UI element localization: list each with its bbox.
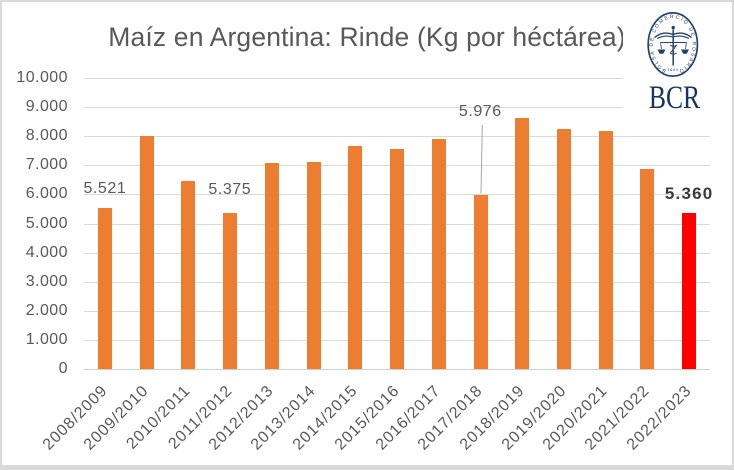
svg-text:BCR: BCR	[649, 80, 701, 113]
svg-text:·· 1884 ··: ·· 1884 ··	[662, 68, 684, 72]
